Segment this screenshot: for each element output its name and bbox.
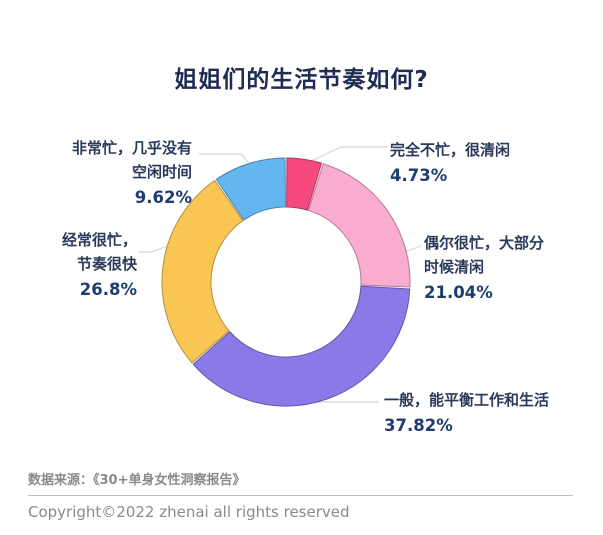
callout-label: 完全不忙，很清闲 [390, 141, 511, 159]
callout-occasionally-busy: 偶尔很忙，大部分 时候清闲 21.04% [424, 231, 544, 304]
leader-line [308, 146, 388, 163]
callout-label: 一般，能平衡工作和生活 [384, 391, 550, 409]
pie-slice [215, 157, 286, 221]
callout-percent: 37.82% [384, 416, 453, 435]
page-title: 姐姐们的生活节奏如何? [174, 67, 429, 93]
callout-percent: 9.62% [134, 188, 192, 207]
callout-percent: 26.8% [79, 280, 137, 299]
callout-not-busy: 完全不忙，很清闲 4.73% [390, 138, 510, 187]
callout-label: 非常忙，几乎没有 空闲时间 [71, 139, 192, 181]
leader-line [297, 382, 379, 403]
copyright-note: Copyright©2022 zhenai all rights reserve… [28, 503, 350, 521]
leader-line [139, 240, 182, 253]
callout-very-busy: 非常忙，几乎没有 空闲时间 9.62% [72, 136, 192, 209]
callout-label: 经常很忙， 节奏很快 [61, 231, 137, 273]
callout-percent: 21.04% [424, 283, 493, 302]
data-source-note: 数据来源：《30+单身女性洞察报告》 [28, 473, 246, 488]
callout-percent: 4.73% [390, 166, 448, 185]
pie-slice [286, 157, 323, 211]
leader-line [199, 153, 253, 168]
callout-balanced: 一般，能平衡工作和生活 37.82% [384, 388, 549, 437]
leader-line [404, 245, 422, 253]
pie-slice [192, 285, 411, 407]
footer-divider [28, 495, 573, 496]
callout-label: 偶尔很忙，大部分 时候清闲 [424, 234, 545, 276]
callout-often-busy: 经常很忙， 节奏很快 26.8% [62, 228, 137, 301]
